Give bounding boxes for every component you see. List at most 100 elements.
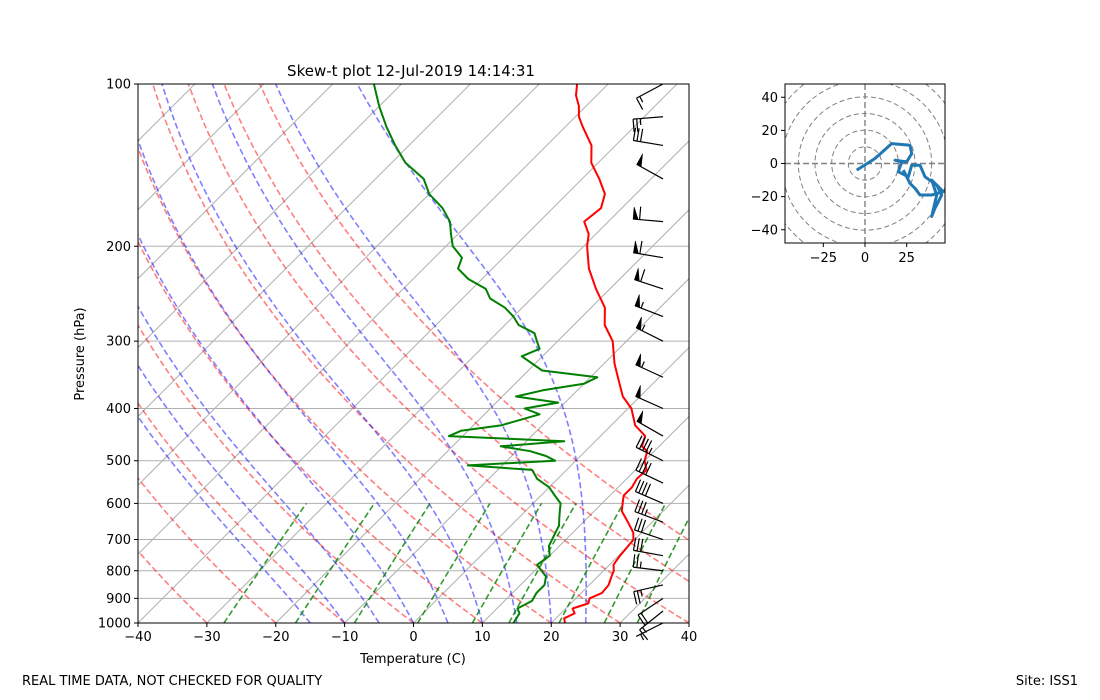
hodograph-ticks: −25 0 25 40 20 0 −20 −40 xyxy=(751,91,915,266)
wind-barbs xyxy=(632,83,664,641)
isotherm-line xyxy=(138,84,609,555)
moist-adiabat xyxy=(356,84,588,623)
temperature-profile xyxy=(563,84,649,623)
isotherm-line xyxy=(138,84,333,280)
mixing-ratio-line xyxy=(223,502,307,623)
barb-full xyxy=(645,462,652,476)
wind-barb xyxy=(633,584,664,605)
isotherm-line xyxy=(275,209,689,623)
mixing-ratio-line xyxy=(294,502,375,623)
barb-staff xyxy=(633,584,664,593)
isotherm-line xyxy=(138,84,402,349)
wind-barb xyxy=(633,517,664,541)
wind-barb xyxy=(635,316,664,342)
hodograph-series xyxy=(855,142,945,218)
dry-adiabat xyxy=(258,84,689,542)
wind-barb xyxy=(635,622,664,641)
barb-flag xyxy=(634,294,640,308)
barb-full xyxy=(638,437,646,450)
barb-staff xyxy=(639,610,664,631)
barb-full xyxy=(636,590,641,604)
y-tick-label: 1000 xyxy=(98,617,131,632)
x-axis-label: Temperature (C) xyxy=(359,652,466,667)
moist-adiabat xyxy=(211,84,518,623)
x-tick-label: 30 xyxy=(612,630,629,645)
moist-adiabat xyxy=(138,415,311,623)
hodo-x-tick-label: −25 xyxy=(810,251,837,266)
isotherm-line xyxy=(619,553,689,623)
barb-full xyxy=(637,518,643,532)
barb-full xyxy=(638,206,642,220)
barb-full xyxy=(635,435,643,448)
barb-staff xyxy=(633,116,664,120)
isotherm-line xyxy=(138,84,265,211)
x-tick-label: 40 xyxy=(681,630,698,645)
wind-barb xyxy=(637,597,664,627)
skew-series xyxy=(372,84,649,623)
wind-barb xyxy=(639,610,664,641)
hodograph-ring xyxy=(831,129,899,198)
site-label: Site: ISS1 xyxy=(1015,674,1078,689)
barb-staff xyxy=(637,597,664,616)
isotherm-line xyxy=(206,140,689,623)
barb-half xyxy=(641,324,646,331)
x-tick-label: 10 xyxy=(474,630,491,645)
x-axis-ticks: −40 −30 −20 −10 0 10 20 30 40 xyxy=(124,623,697,645)
hodograph-trace xyxy=(855,142,945,218)
barb-staff xyxy=(633,139,664,147)
moist-adiabat xyxy=(138,137,449,623)
barb-flag xyxy=(635,353,642,368)
x-tick-label: −10 xyxy=(331,630,358,645)
y-axis-ticks: 1000 900 800 700 600 500 400 300 200 100 xyxy=(98,78,138,632)
wind-barb xyxy=(636,153,664,180)
mixing-ratio-line xyxy=(471,502,543,623)
skew-plot-frame xyxy=(137,83,690,624)
dry-adiabat xyxy=(138,401,346,623)
hodo-y-tick-label: 0 xyxy=(770,157,778,172)
dry-adiabat xyxy=(138,323,414,623)
x-tick-label: −40 xyxy=(124,630,151,645)
barb-staff xyxy=(636,83,664,99)
barb-flag xyxy=(635,316,642,331)
y-tick-label: 700 xyxy=(106,533,131,548)
hodo-x-tick-label: 0 xyxy=(861,251,869,266)
isotherm-line xyxy=(482,415,689,623)
quality-note: REAL TIME DATA, NOT CHECKED FOR QUALITY xyxy=(22,674,323,689)
wind-barb xyxy=(632,116,664,133)
dry-adiabat xyxy=(187,84,689,623)
barb-full xyxy=(632,119,635,133)
y-axis-label: Pressure (hPa) xyxy=(73,307,88,400)
barb-full xyxy=(633,517,640,531)
wind-barb xyxy=(632,206,664,223)
barb-half xyxy=(641,361,645,368)
wind-barb xyxy=(632,554,664,572)
barb-full xyxy=(641,501,647,515)
barb-staff xyxy=(633,566,664,572)
wind-barb xyxy=(634,268,664,290)
barb-full xyxy=(641,482,648,495)
x-tick-label: −20 xyxy=(262,630,289,645)
barb-full xyxy=(644,483,652,497)
barb-full xyxy=(636,554,639,568)
isotherm-line xyxy=(138,84,678,623)
hodograph-ring xyxy=(847,146,883,181)
barb-half xyxy=(640,301,644,309)
barb-full xyxy=(640,269,646,282)
barb-staff xyxy=(635,491,664,504)
barb-flag xyxy=(632,206,639,220)
y-tick-label: 200 xyxy=(106,240,131,255)
wind-barb xyxy=(634,479,664,504)
barb-half xyxy=(644,509,648,516)
barb-full xyxy=(640,519,647,533)
mixing-ratio-line xyxy=(558,503,624,623)
barb-full xyxy=(636,128,640,142)
barb-half xyxy=(640,589,643,597)
x-tick-label: 0 xyxy=(409,630,417,645)
wind-barb xyxy=(636,410,664,437)
barb-half xyxy=(639,118,642,126)
hodograph-ring xyxy=(814,113,916,214)
moist-adiabat xyxy=(138,304,380,623)
barb-half xyxy=(639,561,642,569)
wind-barb xyxy=(633,240,664,259)
barb-flag xyxy=(634,268,640,282)
